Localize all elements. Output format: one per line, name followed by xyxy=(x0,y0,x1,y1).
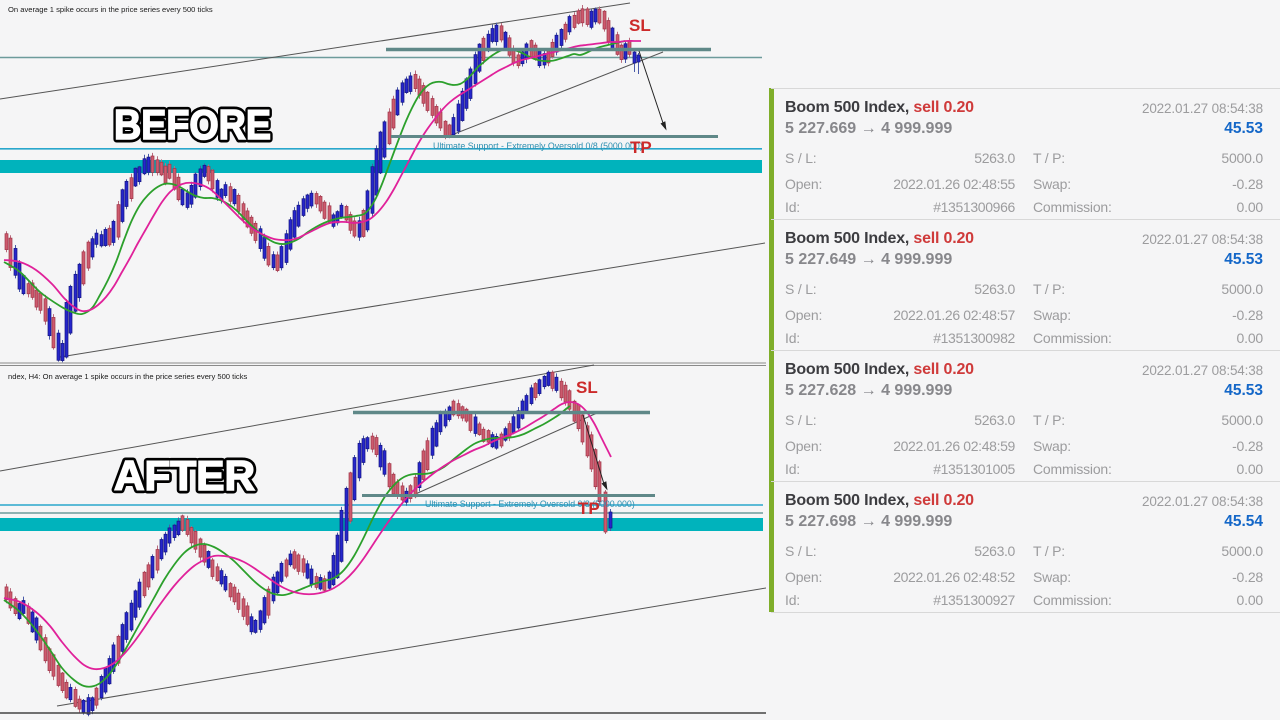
svg-text:BEFORE: BEFORE xyxy=(114,101,271,148)
svg-text:AFTER: AFTER xyxy=(114,452,255,499)
svg-text:On average 1 spike occurs in t: On average 1 spike occurs in the price s… xyxy=(8,5,213,14)
svg-text:AFTER: AFTER xyxy=(114,452,255,499)
svg-text:Ultimate Support - Extremely O: Ultimate Support - Extremely Oversold 0/… xyxy=(433,141,643,151)
svg-text:SL: SL xyxy=(629,16,651,35)
svg-text:BEFORE: BEFORE xyxy=(114,101,271,148)
svg-text:ndex, H4: On average 1 spike: ndex, H4: On average 1 spike occurs in t… xyxy=(8,372,248,381)
svg-text:TP: TP xyxy=(630,138,652,157)
svg-text:TP: TP xyxy=(578,499,600,518)
svg-text:Ultimate Support - Extremely O: Ultimate Support - Extremely Oversold 0/… xyxy=(425,499,635,509)
svg-text:SL: SL xyxy=(576,378,598,397)
